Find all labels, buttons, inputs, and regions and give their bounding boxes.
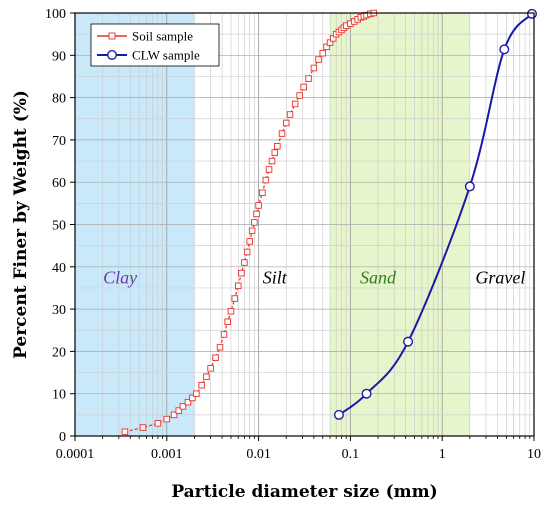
y-tick-label: 10 xyxy=(52,388,66,403)
data-point xyxy=(268,157,276,165)
y-tick-label: 90 xyxy=(52,49,66,64)
legend-label: CLW sample xyxy=(132,48,200,63)
data-point xyxy=(274,142,281,150)
data-point xyxy=(184,398,192,406)
y-axis-title: Percent Finer by Weight (%) xyxy=(11,90,31,359)
data-point xyxy=(170,411,178,419)
data-point xyxy=(499,44,510,55)
data-point xyxy=(198,381,205,389)
data-point xyxy=(278,130,286,137)
zone-label-silt: Silt xyxy=(263,268,288,288)
legend-marker xyxy=(106,50,117,61)
data-point xyxy=(291,100,299,108)
data-point xyxy=(333,409,344,420)
data-point xyxy=(179,403,187,410)
data-point xyxy=(163,415,171,423)
data-point xyxy=(282,119,290,127)
x-tick-label: 0.1 xyxy=(342,447,360,462)
legend-label: Soil sample xyxy=(132,29,193,44)
data-point xyxy=(216,343,224,351)
legend-item: CLW sample xyxy=(97,48,200,63)
data-point xyxy=(241,259,248,266)
data-point xyxy=(296,92,303,99)
data-point xyxy=(526,8,537,19)
data-point xyxy=(305,75,312,82)
data-point xyxy=(323,43,330,51)
zone-label-gravel: Gravel xyxy=(475,268,525,288)
data-point xyxy=(253,210,260,218)
y-tick-label: 0 xyxy=(59,430,66,445)
data-point xyxy=(262,176,270,184)
data-point xyxy=(227,307,235,315)
data-point xyxy=(403,336,414,347)
data-point xyxy=(300,83,307,91)
data-point xyxy=(175,407,183,414)
data-point xyxy=(286,111,294,118)
data-point xyxy=(154,420,162,427)
x-tick-label: 1 xyxy=(439,447,446,462)
data-point xyxy=(271,149,279,156)
data-point xyxy=(193,390,200,397)
zone-labels-layer: Clay Silt Sand Gravel xyxy=(103,268,525,288)
x-tick-label: 0.0001 xyxy=(56,447,95,462)
y-tick-label: 40 xyxy=(52,261,66,276)
data-point xyxy=(243,248,251,256)
data-point xyxy=(259,189,266,197)
data-point xyxy=(189,394,196,402)
zone-label-sand: Sand xyxy=(360,268,397,288)
x-tick-label: 0.001 xyxy=(151,447,183,462)
data-point xyxy=(464,181,475,192)
legend: Soil sample CLW sample xyxy=(90,23,220,67)
data-point xyxy=(255,202,262,209)
x-tick-label: 10 xyxy=(527,447,541,462)
y-tick-label: 70 xyxy=(52,134,66,149)
x-axis-title: Particle diameter size (mm) xyxy=(171,482,437,502)
legend-marker xyxy=(108,32,116,40)
data-point xyxy=(246,238,253,245)
series-soil-sample xyxy=(121,9,378,436)
data-point xyxy=(251,219,258,226)
data-point xyxy=(231,295,239,302)
data-point xyxy=(234,282,242,290)
data-point xyxy=(203,373,210,381)
data-point xyxy=(207,365,214,372)
zone-label-clay: Clay xyxy=(103,268,137,288)
data-point xyxy=(319,49,327,57)
y-tick-label: 50 xyxy=(52,219,66,234)
ticks-layer: 0.0001 0.001 0.01 0.1 1 100102030405060708090… xyxy=(45,7,541,462)
data-point xyxy=(265,166,273,173)
x-tick-label: 0.01 xyxy=(246,447,271,462)
data-point xyxy=(224,318,231,326)
data-point xyxy=(310,64,318,72)
data-point xyxy=(248,227,256,235)
grid-layer xyxy=(74,12,535,437)
data-point xyxy=(121,428,129,436)
y-tick-label: 60 xyxy=(52,176,66,191)
y-tick-label: 80 xyxy=(52,92,66,107)
y-tick-label: 30 xyxy=(52,303,66,318)
data-point xyxy=(361,388,372,399)
data-point xyxy=(220,331,228,338)
data-point xyxy=(212,354,219,361)
legend-item: Soil sample xyxy=(97,29,193,44)
data-point xyxy=(139,424,147,431)
data-point xyxy=(315,56,322,63)
y-tick-label: 20 xyxy=(52,345,66,360)
data-point xyxy=(238,269,245,277)
y-tick-label: 100 xyxy=(45,7,66,22)
